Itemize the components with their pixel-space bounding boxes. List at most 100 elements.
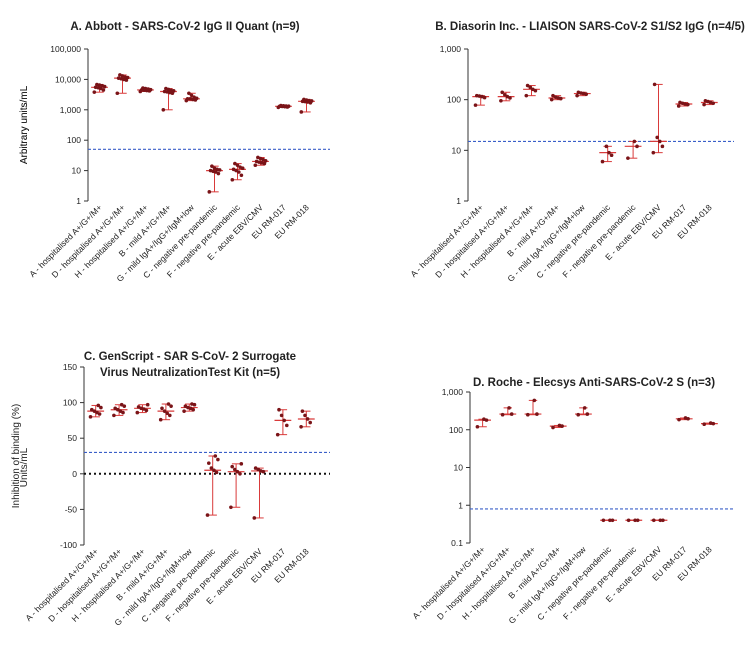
data-point — [503, 92, 507, 97]
data-point — [626, 518, 631, 523]
data-point — [500, 412, 505, 417]
data-point — [551, 425, 555, 430]
data-point — [509, 412, 514, 416]
data-point — [475, 93, 479, 98]
data-point — [119, 402, 124, 407]
y-tick-label: -50 — [65, 504, 78, 514]
data-point — [576, 90, 581, 95]
data-point — [702, 422, 706, 427]
data-point — [660, 144, 665, 149]
data-point — [525, 83, 530, 88]
data-point — [281, 104, 286, 108]
data-point — [230, 464, 234, 469]
data-point — [115, 91, 120, 96]
y-tick-label: 100 — [67, 135, 81, 145]
y-tick-label: 50 — [68, 433, 78, 443]
data-point — [285, 423, 289, 428]
data-point — [582, 406, 587, 410]
y-axis-label: Arbitrary units/mL — [19, 85, 30, 164]
y-tick-label: 100 — [63, 398, 77, 408]
data-point — [116, 76, 121, 80]
data-point — [608, 518, 612, 523]
y-tick-label: 0 — [72, 469, 77, 479]
data-point — [239, 462, 244, 466]
data-point — [160, 406, 164, 411]
y-tick-label: 1 — [76, 196, 81, 206]
data-point — [299, 110, 304, 114]
data-point — [532, 398, 537, 403]
data-point — [235, 469, 240, 474]
chart-title: C. GenScript - SAR S-CoV- 2 Surrogate — [84, 351, 296, 363]
data-point — [188, 97, 192, 101]
data-point — [212, 166, 217, 170]
data-point — [233, 161, 237, 166]
data-point — [676, 104, 681, 108]
panel-a-abbott: A. Abbott - SARS-CoV-2 IgG II Quant (n=9… — [19, 21, 330, 284]
data-point — [551, 93, 555, 98]
data-point — [526, 412, 530, 417]
data-point — [254, 159, 259, 164]
chart-title: A. Abbott - SARS-CoV-2 IgG II Quant (n=9… — [70, 21, 299, 33]
data-point — [604, 144, 609, 149]
data-point — [505, 94, 510, 99]
data-point — [169, 404, 173, 408]
data-point — [600, 159, 605, 164]
data-point — [677, 417, 681, 422]
data-point — [473, 103, 478, 107]
data-point — [238, 165, 242, 169]
data-point — [284, 104, 288, 108]
data-point — [286, 104, 291, 109]
data-point — [253, 466, 258, 470]
data-point — [164, 86, 168, 91]
data-point — [99, 405, 103, 410]
data-point — [90, 407, 94, 412]
data-point — [96, 403, 101, 408]
data-point — [702, 102, 706, 107]
data-point — [535, 412, 539, 416]
data-point — [158, 417, 163, 422]
y-tick-label: 100 — [447, 95, 461, 105]
data-point — [190, 402, 194, 406]
y-tick-label: 1 — [458, 500, 463, 510]
y-tick-label: 100,000 — [50, 44, 81, 54]
data-point — [238, 472, 242, 476]
data-point — [635, 144, 639, 149]
data-point — [303, 413, 307, 418]
data-point — [308, 420, 313, 425]
data-point — [528, 85, 532, 90]
y-axis-label: Inhibition of binding (%) — [11, 404, 22, 509]
data-point — [182, 409, 186, 413]
data-point — [192, 95, 196, 99]
data-point — [507, 406, 511, 410]
data-point — [216, 171, 221, 176]
data-point — [93, 85, 98, 90]
data-point — [279, 103, 283, 108]
data-point — [162, 89, 167, 94]
data-point — [652, 518, 656, 523]
y-tick-label: 1 — [456, 196, 461, 206]
y-tick-label: 1,000 — [440, 44, 462, 54]
y-tick-label: 10 — [452, 145, 462, 155]
data-point — [166, 402, 171, 406]
data-point — [168, 413, 172, 418]
data-point — [607, 150, 611, 155]
data-point — [235, 163, 240, 168]
data-point — [189, 93, 194, 98]
data-point — [239, 173, 244, 178]
data-point — [299, 425, 303, 429]
y-axis-label: Arbitrary units/mL — [19, 85, 30, 164]
data-point — [601, 518, 606, 523]
chart-title: B. Diasorin Inc. - LIAISON SARS-CoV-2 S1… — [435, 21, 745, 33]
data-point — [557, 423, 562, 428]
data-point — [118, 73, 122, 77]
data-point — [531, 87, 535, 92]
panel-c-genscript: C. GenScript - SAR S-CoV- 2 Surrogate Vir… — [11, 351, 330, 628]
y-tick-label: 10 — [72, 166, 82, 176]
y-tick-label: 100 — [449, 425, 463, 435]
panel-b-diasorin: B. Diasorin Inc. - LIAISON SARS-CoV-2 S1… — [19, 21, 745, 284]
data-point — [652, 82, 657, 87]
y-tick-label: -100 — [60, 540, 77, 550]
data-point — [651, 150, 656, 155]
data-point — [635, 518, 640, 523]
data-point — [500, 90, 505, 95]
